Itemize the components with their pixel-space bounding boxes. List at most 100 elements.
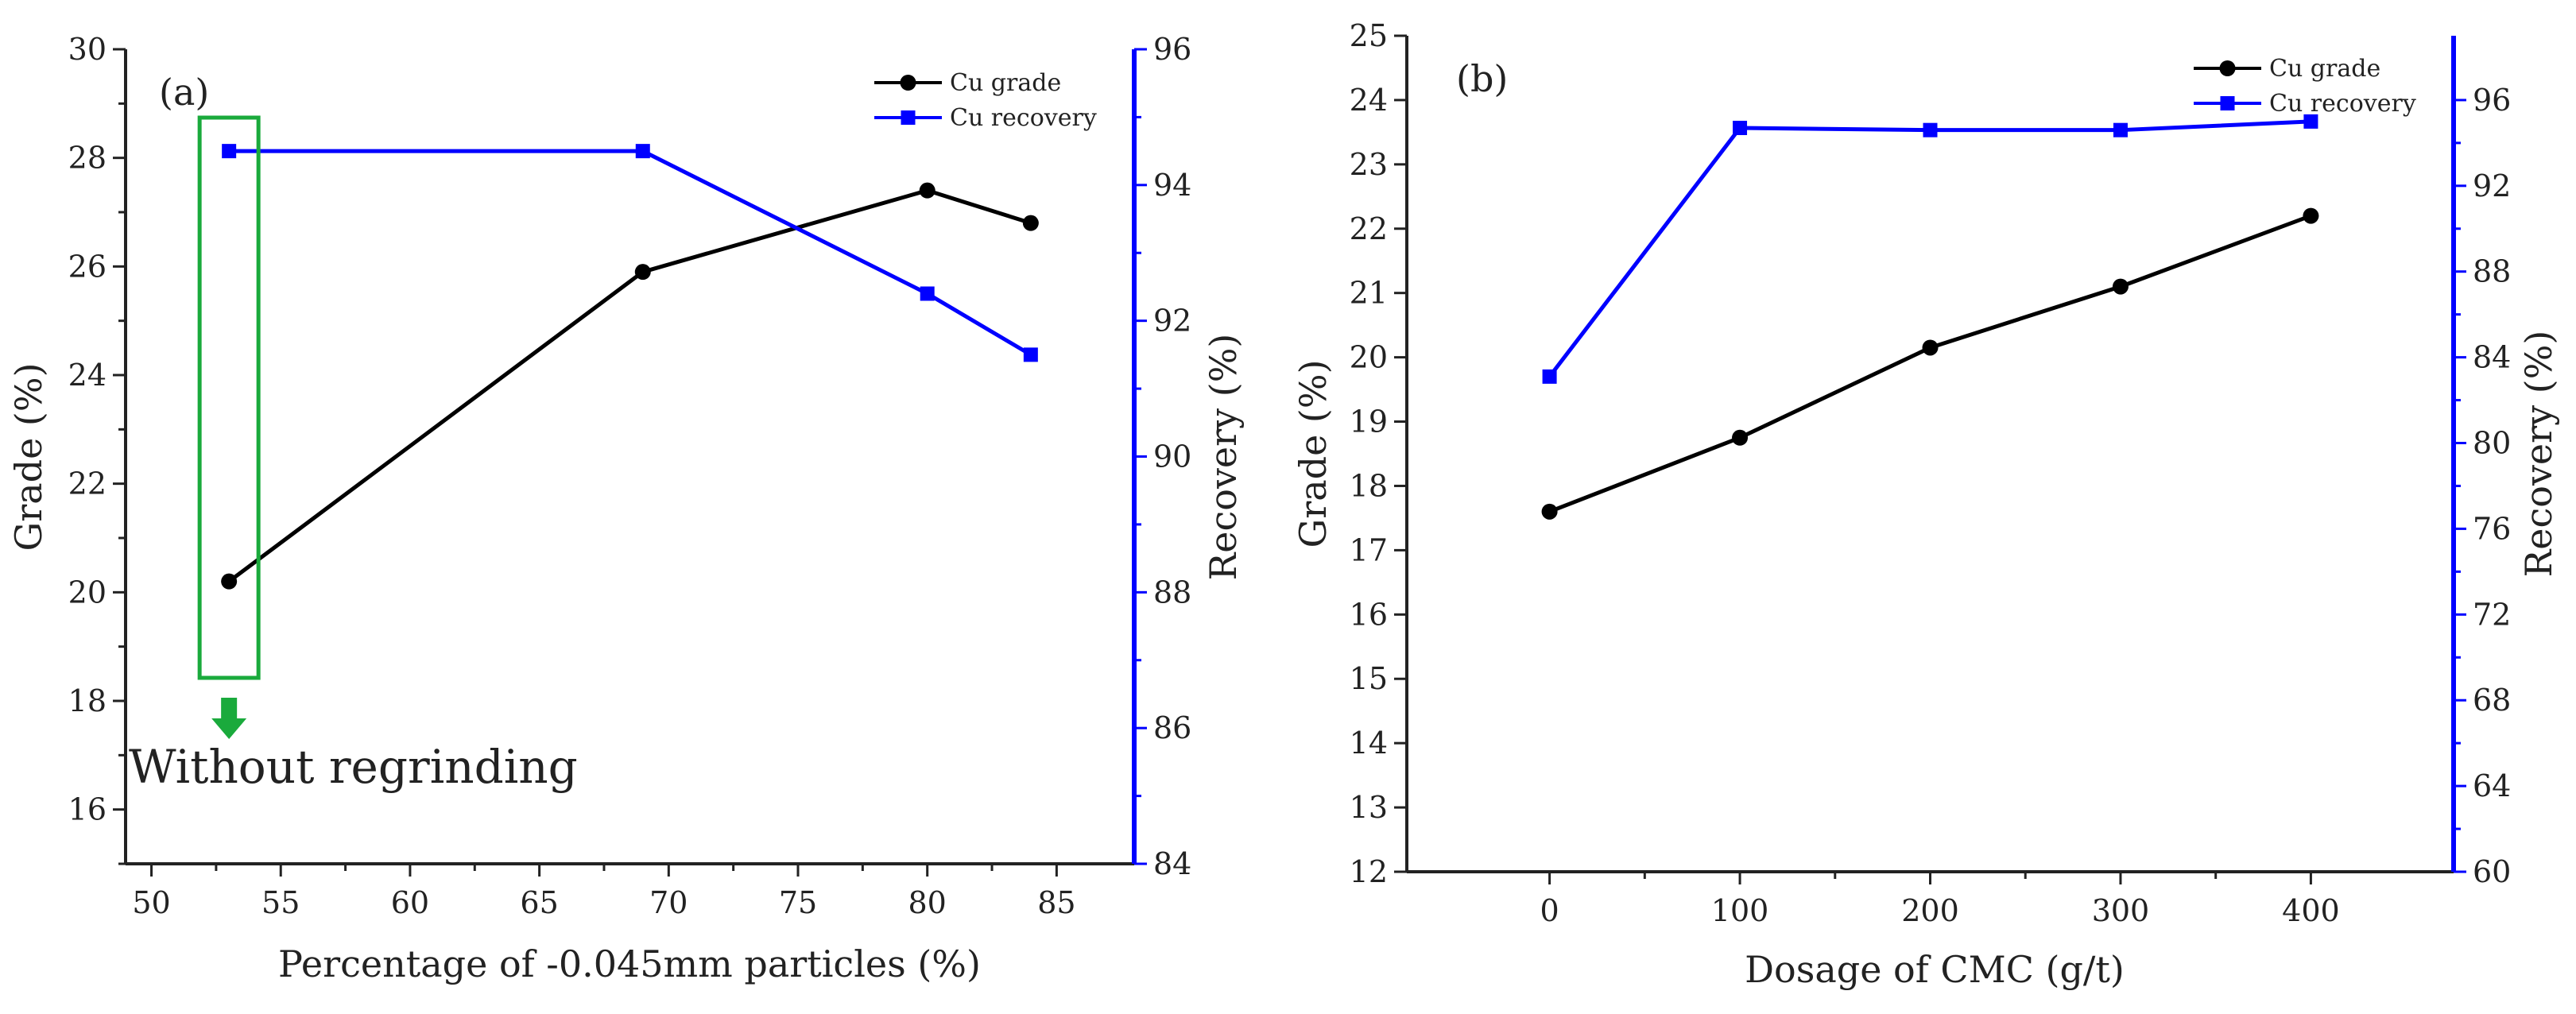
x-tick-label: 75 [779, 885, 817, 920]
left-y-tick-label: 17 [1350, 532, 1388, 567]
grade-series-line [227, 188, 1032, 583]
recovery-data-point [920, 286, 935, 301]
x-axis-ticks: 0 100 200 300 400 [1540, 872, 2340, 928]
left-y-tick-label: 26 [68, 249, 107, 284]
right-y-tick-label: 92 [2473, 168, 2511, 203]
right-y-tick-label: 88 [1153, 575, 1191, 610]
grade-data-point [1922, 339, 1939, 356]
right-y-axis-title: Recovery (%) [2517, 331, 2560, 578]
recovery-series-line [229, 149, 1032, 357]
legend-grade-marker [900, 75, 916, 91]
left-y-tick-label: 21 [1350, 276, 1388, 311]
right-y-tick-label: 80 [2473, 426, 2511, 461]
right-y-tick-label: 88 [2473, 254, 2511, 289]
left-y-axis-title: Grade (%) [7, 362, 50, 551]
right-y-tick-label: 64 [2473, 768, 2511, 803]
right-y-tick-label: 76 [2473, 511, 2511, 546]
grade-data-point [221, 573, 238, 590]
x-axis-ticks: 50 55 60 65 70 75 80 85 [132, 864, 1076, 920]
right-y-tick-label: 96 [1153, 32, 1191, 67]
recovery-data-point [1023, 347, 1038, 362]
left-y-tick-label: 28 [68, 141, 107, 176]
grade-data-point [634, 264, 651, 281]
highlight-box [197, 115, 261, 680]
series-layer [221, 144, 1039, 590]
right-y-tick-label: 68 [2473, 683, 2511, 718]
recovery-data-point [222, 144, 237, 159]
left-y-tick-label: 22 [68, 466, 107, 501]
grade-data-point [1732, 429, 1749, 446]
right-y-tick-label: 96 [2473, 83, 2511, 118]
right-y-tick-label: 84 [2473, 340, 2511, 375]
panel-a-chart: 50 55 60 65 70 75 80 85 16 18 20 22 24 26 28 30 84 86 88… [7, 32, 1245, 985]
down-arrow-icon [211, 698, 247, 739]
right-y-tick-label: 90 [1153, 439, 1191, 474]
left-y-tick-label: 12 [1350, 854, 1388, 889]
left-y-tick-label: 20 [68, 575, 107, 610]
grade-data-point [919, 182, 935, 199]
x-tick-label: 55 [261, 885, 300, 920]
x-tick-label: 100 [1711, 893, 1769, 928]
x-tick-label: 70 [649, 885, 688, 920]
left-y-axis-title: Grade (%) [1292, 359, 1334, 548]
left-y-tick-label: 30 [68, 32, 107, 67]
left-y-tick-label: 24 [68, 358, 107, 393]
annotation-layer: Without regrinding [129, 115, 578, 794]
legend-recovery-label: Cu recovery [950, 104, 1097, 132]
right-y-tick-label: 72 [2473, 597, 2511, 632]
panel-b-chart: 0 100 200 300 400 12 13 14 15 16 17 18 19 20 21 22 23 24… [1292, 18, 2560, 991]
left-y-tick-label: 23 [1350, 147, 1388, 182]
x-tick-label: 50 [132, 885, 170, 920]
panel-label: (b) [1456, 57, 1508, 100]
left-y-axis-ticks: 16 18 20 22 24 26 28 30 [68, 32, 126, 865]
x-tick-label: 65 [520, 885, 558, 920]
right-y-axis-ticks: 60 64 68 72 76 80 84 88 92 96 [2454, 83, 2511, 889]
legend: Cu grade Cu recovery [2194, 55, 2416, 118]
x-axis-title: Percentage of -0.045mm particles (%) [278, 942, 981, 985]
recovery-data-point [1923, 122, 1938, 137]
recovery-data-point [635, 144, 650, 159]
legend-grade-label: Cu grade [2269, 55, 2380, 83]
left-y-tick-label: 15 [1350, 661, 1388, 696]
legend-grade-label: Cu grade [950, 69, 1061, 97]
x-tick-label: 400 [2282, 893, 2340, 928]
x-tick-label: 85 [1037, 885, 1075, 920]
right-y-tick-label: 60 [2473, 854, 2511, 889]
grade-data-point [2112, 278, 2129, 295]
left-y-tick-label: 14 [1350, 726, 1388, 760]
left-y-tick-label: 18 [1350, 468, 1388, 503]
legend: Cu grade Cu recovery [874, 69, 1097, 132]
left-y-tick-label: 18 [68, 683, 107, 718]
x-tick-label: 80 [908, 885, 947, 920]
right-y-tick-label: 84 [1153, 846, 1191, 881]
left-y-tick-label: 24 [1350, 83, 1388, 118]
panel-label: (a) [159, 71, 209, 114]
x-axis-title: Dosage of CMC (g/t) [1745, 948, 2125, 991]
x-tick-label: 300 [2092, 893, 2150, 928]
left-y-tick-label: 25 [1350, 18, 1388, 53]
left-y-axis-ticks: 12 13 14 15 16 17 18 19 20 21 22 23 24 25 [1350, 18, 1407, 889]
annotation-text: Without regrinding [129, 740, 578, 794]
recovery-data-point [2303, 114, 2318, 129]
recovery-data-point [1542, 369, 1557, 384]
recovery-data-point [1733, 120, 1748, 135]
grade-series-line [1548, 214, 2312, 514]
right-y-tick-label: 94 [1153, 168, 1191, 203]
left-y-tick-label: 16 [68, 792, 107, 827]
left-y-tick-label: 22 [1350, 211, 1388, 246]
x-tick-label: 0 [1540, 893, 1559, 928]
left-y-tick-label: 13 [1350, 790, 1388, 825]
grade-data-point [1541, 503, 1558, 520]
right-y-tick-label: 86 [1153, 710, 1191, 745]
recovery-data-point [2113, 122, 2128, 137]
right-y-tick-label: 92 [1153, 304, 1191, 339]
legend-recovery-label: Cu recovery [2269, 90, 2416, 118]
series-layer [1541, 114, 2319, 520]
grade-data-point [1022, 215, 1039, 231]
left-y-tick-label: 19 [1350, 404, 1388, 439]
x-tick-label: 200 [1901, 893, 1959, 928]
left-y-tick-label: 16 [1350, 597, 1388, 632]
left-y-tick-label: 20 [1350, 340, 1388, 375]
legend-grade-marker [2219, 60, 2236, 76]
